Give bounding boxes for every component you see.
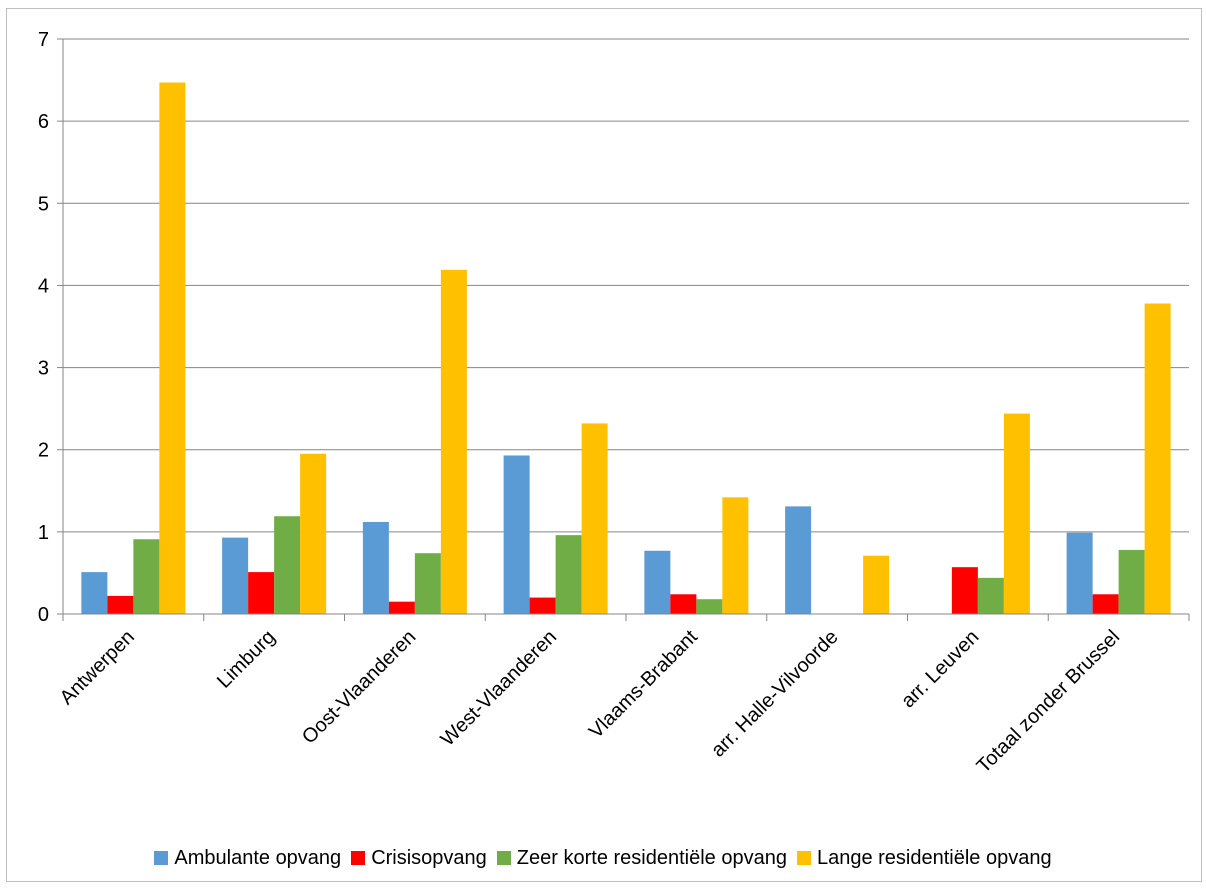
y-tick-label: 5 [38,193,49,215]
legend-label: Crisisopvang [371,846,487,869]
bar [722,497,749,614]
x-tick-label: Totaal zonder Brussel [973,626,1125,778]
x-tick-label: Antwerpen [56,626,139,709]
bar [529,597,556,614]
legend: Ambulante opvang Crisisopvang Zeer korte r… [0,836,1206,880]
bar [555,535,582,614]
bar [300,453,327,614]
bar [1092,594,1119,614]
legend-item: Crisisopvang [351,847,487,870]
y-tick-label: 6 [38,111,49,133]
y-tick-label: 0 [38,604,49,626]
y-tick-label: 2 [38,440,49,462]
y-tick-label: 1 [38,522,49,544]
bar [696,599,723,614]
bar [951,567,978,614]
legend-item: Ambulante opvang [154,847,341,870]
x-tick-label: Vlaams-Brabant [585,626,702,743]
bar [670,594,697,614]
bar [414,553,441,614]
legend-swatch [496,851,511,865]
y-tick-label: 4 [38,275,49,297]
bar [977,577,1004,614]
bar [1003,413,1030,614]
legend-item: Zeer korte residentiële opvang [496,846,787,870]
bars [81,82,1171,615]
bar [581,423,608,614]
x-tick-label: arr. Leuven [897,626,983,712]
legend-label: Lange residentiële opvang [816,846,1052,869]
legend-label: Zeer korte residentiële opvang [516,846,787,869]
x-axis-ticks: Antwerpen Limburg Oost-Vlaanderen West-Vlaa… [56,626,1124,778]
y-tick-label: 7 [38,29,49,51]
bar [388,601,415,614]
axes [57,38,1190,621]
legend-swatch [796,851,811,865]
gridlines [63,38,1189,533]
legend-label: Ambulante opvang [174,846,342,869]
x-tick-label: Oost-Vlaanderen [298,626,420,748]
bar [81,572,108,614]
bar [159,82,186,615]
legend-item: Lange residentiële opvang [796,846,1052,870]
bar [133,539,160,614]
y-axis-ticks: 0 1 2 3 4 5 6 7 [38,29,49,626]
bar [107,595,134,614]
bar [440,269,467,614]
bar [1066,532,1093,614]
x-tick-label: Limburg [213,626,280,693]
legend-swatch [154,851,169,865]
bar [785,506,812,614]
bar [222,537,249,614]
x-tick-label: arr. Halle-Vilvoorde [707,626,843,762]
bar [362,522,389,614]
y-tick-label: 3 [38,358,49,380]
bar [1118,549,1145,614]
bar [274,516,301,614]
bar [503,455,530,614]
legend-swatch [351,851,366,865]
x-tick-label: West-Vlaanderen [437,626,562,751]
bar [248,572,275,614]
bar [863,555,890,614]
bar [644,550,671,614]
bar [1144,303,1171,614]
